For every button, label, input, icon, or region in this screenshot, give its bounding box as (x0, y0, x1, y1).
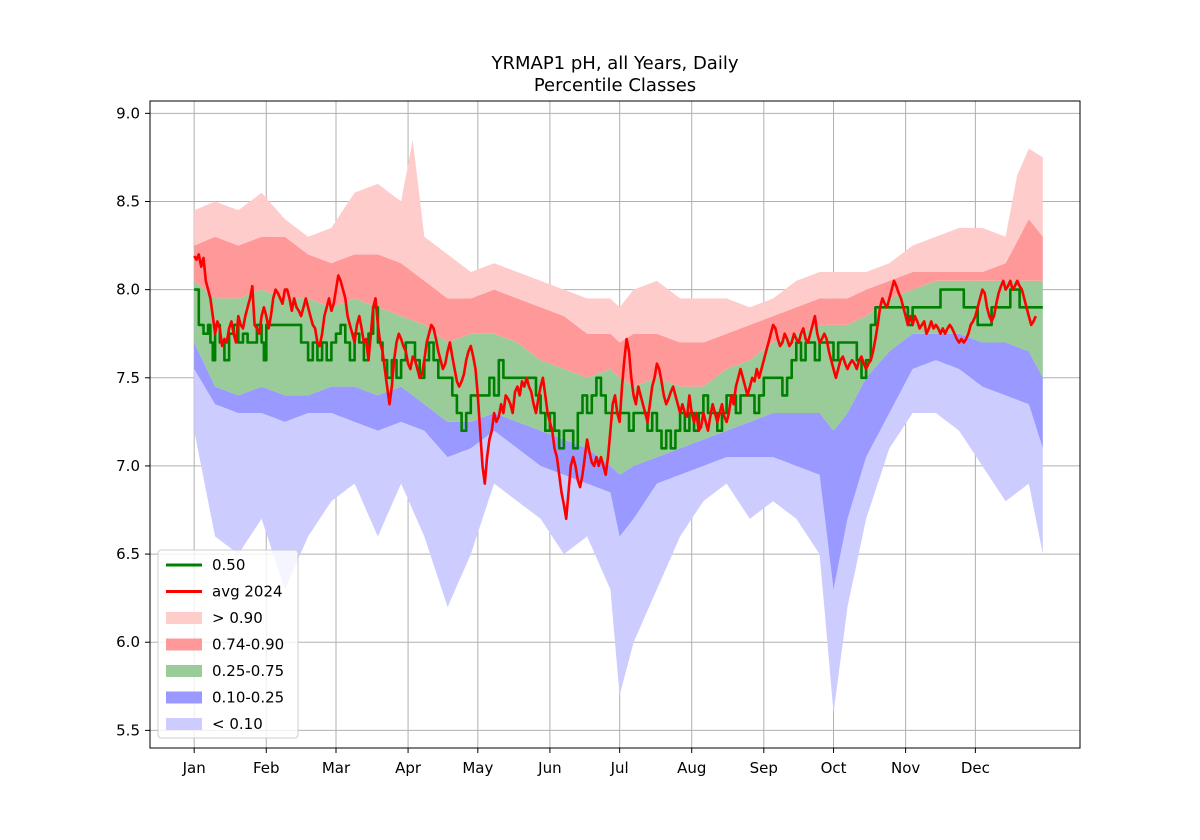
x-axis-ticks: Jan Feb Mar Apr May Jun Jul Aug Sep Oct Nov Dec (182, 748, 990, 777)
y-tick-label-6-0: 6.0 (116, 633, 140, 651)
x-tick-label-oct: Oct (821, 759, 847, 777)
chart-title-line-2: Percentile Classes (534, 75, 696, 96)
x-tick-label-aug: Aug (677, 759, 706, 777)
legend-label-0-10-0-25: 0.10-0.25 (212, 689, 284, 707)
x-tick-label-dec: Dec (961, 759, 990, 777)
plot-area-frame (149, 100, 1081, 749)
legend: 0.50 avg 2024 > 0.90 0.74-0.90 0.25-0.75 0.10… (157, 549, 299, 739)
series-line-avg-2024 (193, 253, 1037, 521)
x-tick-label-apr: Apr (395, 759, 422, 777)
legend-label-avg-2024: avg 2024 (212, 583, 283, 601)
y-tick-label-6-5: 6.5 (116, 545, 140, 563)
percentile-bands (194, 139, 1043, 713)
legend-swatch-0-10-0-25 (166, 691, 202, 704)
band-0-74-0-90 (194, 219, 1043, 387)
x-tick-label-may: May (462, 759, 493, 777)
legend-label-0-25-0-75: 0.25-0.75 (212, 662, 284, 680)
band-0-90 (194, 139, 1043, 343)
band-0-10-0-25 (194, 333, 1043, 590)
x-tick-label-nov: Nov (891, 759, 920, 777)
y-tick-label-7-5: 7.5 (116, 369, 140, 387)
x-tick-label-feb: Feb (253, 759, 280, 777)
chart-title: YRMAP1 pH, all Years, Daily Percentile C… (490, 53, 738, 96)
x-tick-label-jul: Jul (610, 759, 629, 777)
x-tick-label-mar: Mar (322, 759, 351, 777)
y-tick-label-5-5: 5.5 (116, 721, 140, 739)
series-line-0-50 (194, 288, 1043, 450)
x-tick-label-jun: Jun (537, 759, 561, 777)
x-tick-label-sep: Sep (750, 759, 778, 777)
data-series (193, 253, 1043, 521)
legend-swatch-0-10 (166, 718, 202, 730)
y-tick-label-7-0: 7.0 (116, 457, 140, 475)
x-tick-label-jan: Jan (182, 759, 206, 777)
legend-swatch-0-74-0-90 (166, 638, 202, 651)
legend-frame (157, 549, 299, 739)
legend-swatch-0-90 (166, 612, 202, 624)
legend-label-0-90: > 0.90 (212, 609, 263, 627)
legend-label-0-50: 0.50 (212, 556, 245, 574)
y-axis-ticks: 5.5 6.0 6.5 7.0 7.5 8.0 8.5 9.0 (116, 104, 150, 739)
legend-label-0-74-0-90: 0.74-0.90 (212, 636, 284, 654)
y-tick-label-8-5: 8.5 (116, 192, 140, 210)
band-0-10 (194, 360, 1043, 713)
chart-title-line-1: YRMAP1 pH, all Years, Daily (490, 53, 738, 74)
y-tick-label-8-0: 8.0 (116, 281, 140, 299)
legend-swatch-0-25-0-75 (166, 665, 202, 677)
band-0-25-0-75 (194, 280, 1043, 475)
legend-label-0-10: < 0.10 (212, 715, 263, 733)
y-tick-label-9-0: 9.0 (116, 104, 140, 122)
